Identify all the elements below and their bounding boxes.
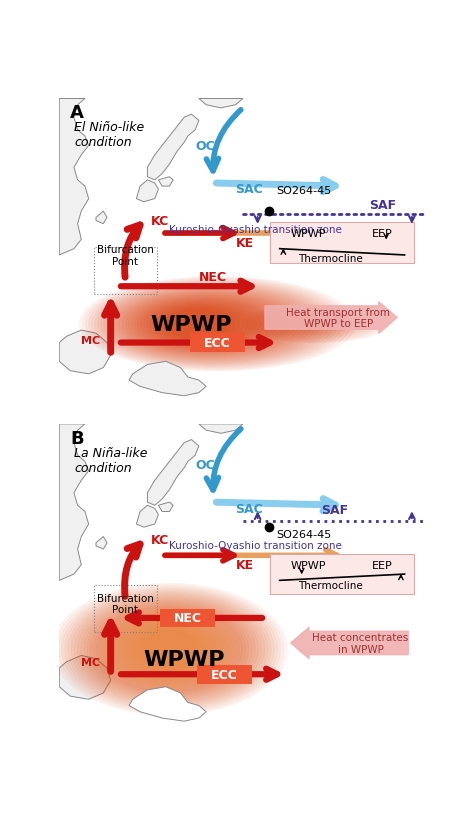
Text: Heat transport from
WPWP to EEP: Heat transport from WPWP to EEP: [286, 307, 391, 329]
Ellipse shape: [141, 630, 198, 668]
Ellipse shape: [125, 295, 291, 354]
Ellipse shape: [144, 301, 265, 347]
Polygon shape: [199, 99, 243, 108]
Ellipse shape: [119, 619, 220, 680]
FancyArrow shape: [291, 628, 408, 659]
Text: El Niño-like
condition: El Niño-like condition: [74, 121, 144, 149]
Text: WPWP: WPWP: [151, 315, 232, 335]
Text: KC: KC: [151, 533, 169, 546]
Polygon shape: [137, 506, 158, 527]
FancyBboxPatch shape: [197, 665, 252, 684]
Ellipse shape: [131, 625, 208, 673]
Ellipse shape: [135, 627, 204, 672]
Text: Heat concentrates
in WPWP: Heat concentrates in WPWP: [312, 633, 409, 654]
Ellipse shape: [128, 296, 286, 353]
Text: SO264-45: SO264-45: [276, 529, 331, 539]
Text: Kuroshio-Oyashio transition zone: Kuroshio-Oyashio transition zone: [169, 540, 342, 550]
Polygon shape: [59, 330, 110, 374]
Ellipse shape: [116, 617, 223, 681]
Text: Bifurcation
Point: Bifurcation Point: [97, 245, 154, 267]
Ellipse shape: [150, 304, 256, 345]
Ellipse shape: [109, 614, 230, 685]
Ellipse shape: [168, 310, 231, 338]
Polygon shape: [59, 656, 110, 700]
FancyBboxPatch shape: [271, 554, 414, 595]
Polygon shape: [96, 212, 107, 224]
Ellipse shape: [141, 301, 269, 349]
Text: Bifurcation
Point: Bifurcation Point: [97, 593, 154, 614]
Ellipse shape: [162, 309, 239, 340]
Polygon shape: [158, 503, 173, 512]
Ellipse shape: [138, 628, 201, 670]
Polygon shape: [59, 99, 89, 256]
Text: EEP: EEP: [372, 229, 392, 238]
Polygon shape: [129, 362, 206, 397]
Polygon shape: [147, 115, 199, 181]
Text: NEC: NEC: [174, 612, 202, 624]
Polygon shape: [96, 537, 107, 550]
Ellipse shape: [153, 305, 252, 344]
Text: SAC: SAC: [236, 183, 264, 196]
Polygon shape: [147, 440, 199, 506]
Text: SO264-45: SO264-45: [276, 186, 331, 196]
Ellipse shape: [144, 632, 195, 667]
Text: ECC: ECC: [211, 668, 238, 681]
Text: MC: MC: [82, 335, 100, 345]
Text: WPWP: WPWP: [291, 560, 326, 570]
Ellipse shape: [125, 622, 214, 676]
Text: EEP: EEP: [372, 560, 392, 570]
Text: MC: MC: [82, 657, 100, 667]
Ellipse shape: [131, 297, 282, 352]
Polygon shape: [137, 181, 158, 203]
Ellipse shape: [122, 294, 295, 355]
Text: KC: KC: [151, 214, 169, 228]
Text: OC: OC: [195, 458, 215, 471]
Polygon shape: [59, 425, 89, 580]
Text: Kuroshio-Oyashio transition zone: Kuroshio-Oyashio transition zone: [169, 224, 342, 234]
Ellipse shape: [122, 620, 217, 678]
Text: WPWP: WPWP: [144, 649, 225, 669]
Text: A: A: [70, 104, 84, 122]
Ellipse shape: [106, 612, 233, 686]
Text: Thermocline: Thermocline: [298, 580, 363, 590]
Ellipse shape: [165, 310, 235, 339]
Text: KE: KE: [236, 236, 254, 249]
Text: OC: OC: [195, 139, 215, 152]
FancyBboxPatch shape: [271, 223, 414, 263]
Ellipse shape: [137, 299, 273, 349]
FancyBboxPatch shape: [190, 334, 245, 353]
Ellipse shape: [135, 298, 278, 350]
Polygon shape: [199, 425, 243, 434]
Text: NEC: NEC: [199, 271, 227, 284]
Ellipse shape: [159, 307, 244, 341]
Ellipse shape: [156, 306, 248, 343]
FancyBboxPatch shape: [160, 609, 215, 628]
Text: ECC: ECC: [204, 337, 230, 349]
Ellipse shape: [147, 303, 261, 346]
Ellipse shape: [112, 615, 227, 683]
Text: SAF: SAF: [369, 199, 396, 212]
Polygon shape: [158, 177, 173, 187]
Text: Thermocline: Thermocline: [298, 253, 363, 264]
Text: KE: KE: [236, 558, 254, 571]
Text: WPWP: WPWP: [291, 229, 326, 238]
Polygon shape: [129, 687, 206, 721]
Text: SAC: SAC: [236, 502, 264, 515]
Text: La Niña-like
condition: La Niña-like condition: [74, 446, 147, 474]
Text: SAF: SAF: [321, 503, 348, 517]
FancyArrow shape: [265, 302, 397, 334]
Ellipse shape: [128, 623, 210, 675]
Text: B: B: [70, 429, 84, 447]
